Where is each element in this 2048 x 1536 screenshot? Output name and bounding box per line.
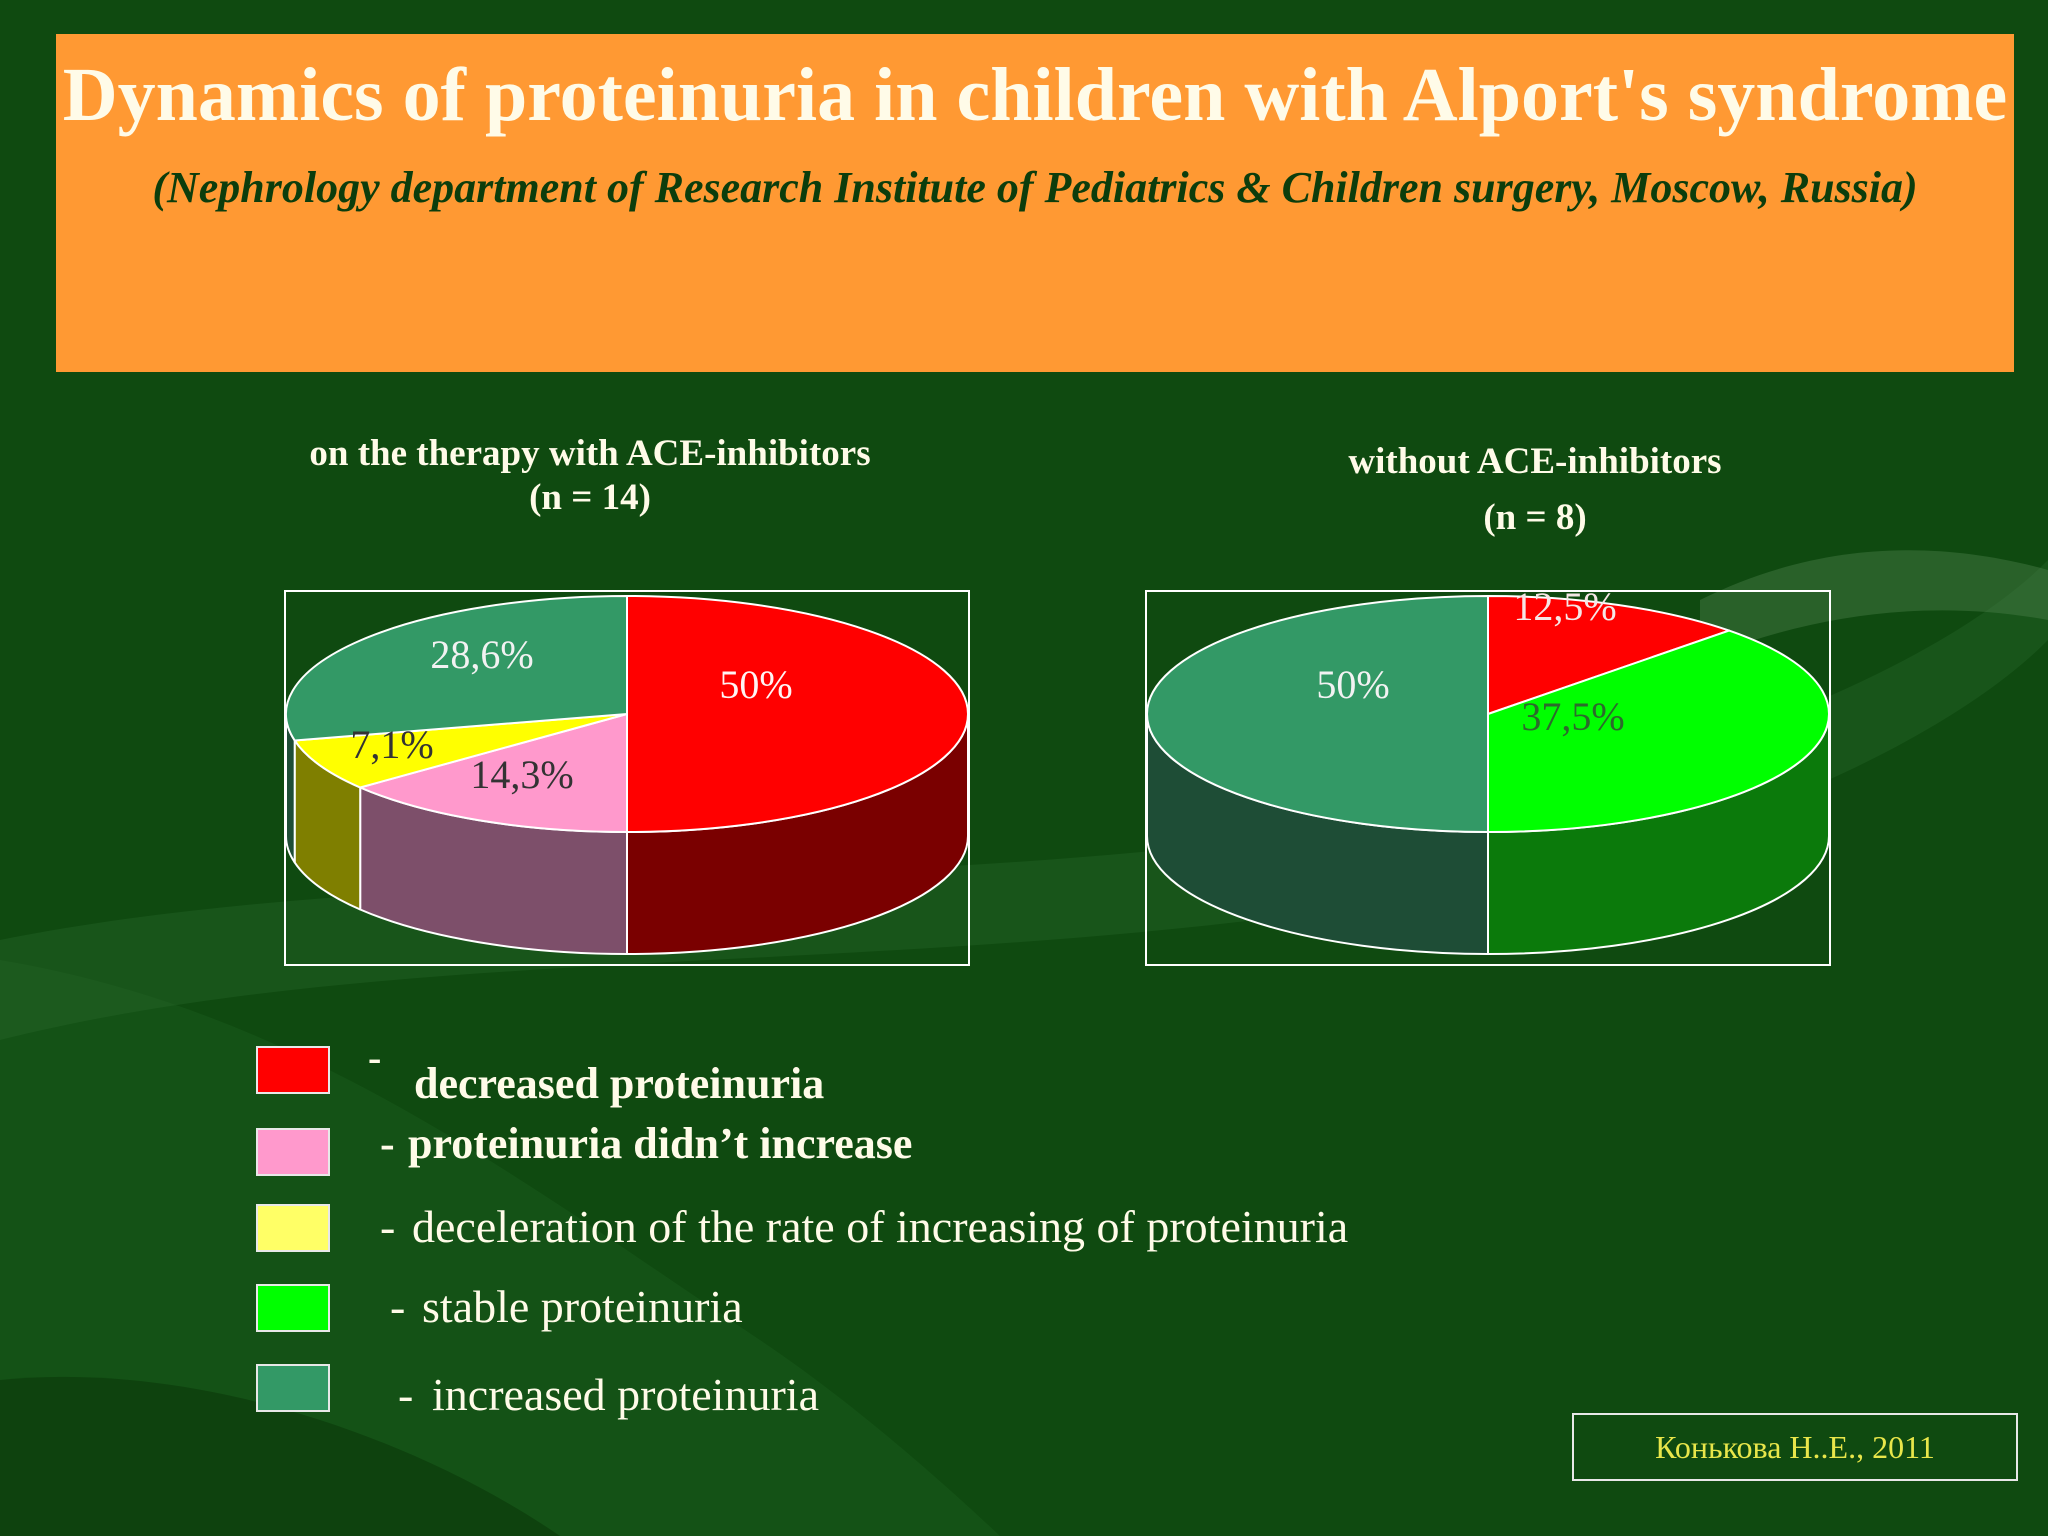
slide-title: Dynamics of proteinuria in children with… [62, 53, 2008, 137]
legend-label: increased proteinuria [432, 1369, 819, 1420]
title-banner: Dynamics of proteinuria in children with… [56, 34, 2014, 372]
pie-slice-label: 37,5% [1521, 694, 1624, 739]
legend-swatch [256, 1128, 330, 1176]
legend-swatch [256, 1284, 330, 1332]
chart1-heading: on the therapy with ACE-inhibitors (n = … [210, 432, 970, 520]
legend-dash: - [380, 1119, 395, 1168]
pie-chart-no-ace: 12,5% 37,5% 50% [1145, 590, 1831, 966]
chart1-subtitle: (n = 14) [529, 477, 651, 518]
pie-slice-label: 50% [719, 662, 792, 707]
chart1-title: on the therapy with ACE-inhibitors [309, 433, 871, 474]
pie-slice-label: 28,6% [430, 632, 533, 677]
pie-slice [626, 595, 969, 833]
pie-slice-label: 7,1% [350, 722, 433, 767]
pie-chart-ace: 50% 14,3% 7,1% 28,6% [284, 590, 970, 966]
legend-dash: - [380, 1201, 396, 1252]
pie-slice [359, 713, 628, 833]
legend-dash: - [398, 1369, 414, 1420]
legend-label: decreased proteinuria [414, 1059, 825, 1108]
pie-slice [1146, 595, 1489, 833]
legend-swatch [256, 1204, 330, 1252]
chart2-heading: without ACE-inhibitors (n = 8) [1270, 434, 1800, 546]
legend-label: proteinuria didn’t increase [408, 1119, 913, 1168]
slide-subtitle: (Nephrology department of Research Insti… [152, 163, 1918, 212]
pie-slice-label: 12,5% [1513, 590, 1616, 629]
author-credit: Конькова Н..Е., 2011 [1572, 1413, 2018, 1481]
legend-swatch [256, 1364, 330, 1412]
legend-dash: - [368, 1035, 382, 1080]
pie-slice-label: 14,3% [470, 752, 573, 797]
pie-slice [285, 595, 628, 742]
pie-slice [293, 713, 628, 789]
chart2-title: without ACE-inhibitors [1348, 441, 1722, 482]
chart2-subtitle: (n = 8) [1483, 497, 1587, 538]
legend-dash: - [390, 1281, 406, 1332]
pie-slice [1487, 595, 1731, 715]
legend-swatch [256, 1046, 330, 1094]
pie-slice [1487, 629, 1830, 833]
pie-slice-label: 50% [1316, 662, 1389, 707]
legend-label: deceleration of the rate of increasing o… [412, 1201, 1349, 1252]
legend-label: stable proteinuria [422, 1281, 743, 1332]
